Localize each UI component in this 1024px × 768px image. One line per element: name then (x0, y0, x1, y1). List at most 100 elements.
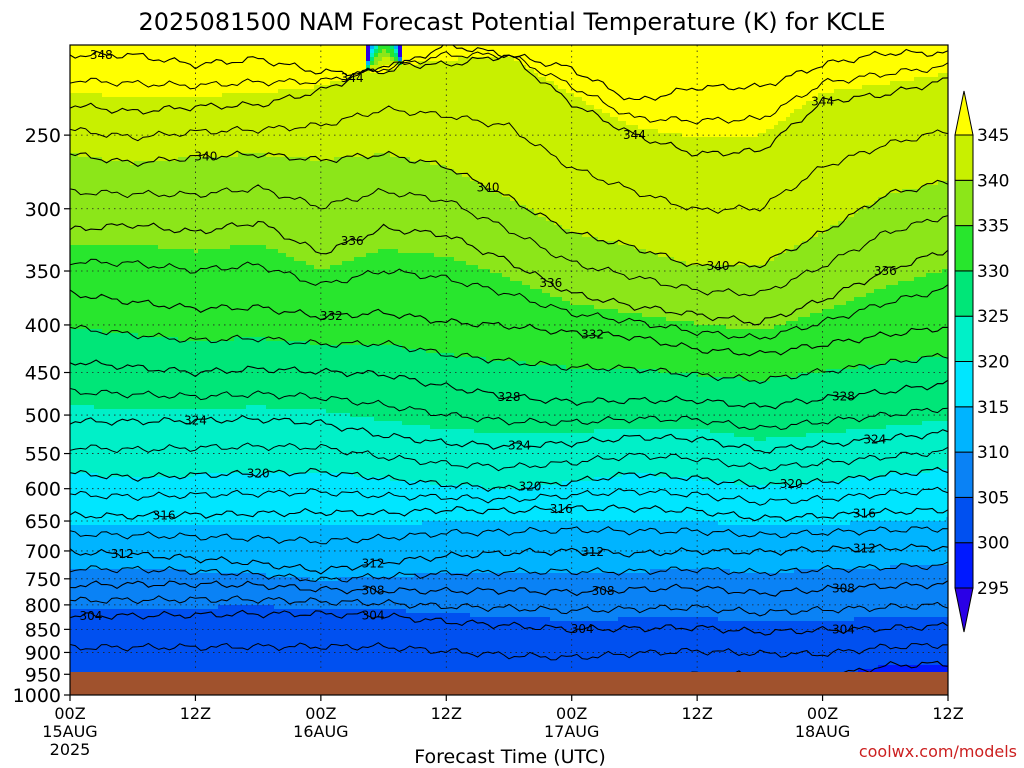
y-tick-label: 350 (25, 261, 61, 283)
y-tick-label: 950 (25, 664, 61, 686)
y-tick-label: 300 (25, 199, 61, 221)
isentrope-316 (70, 504, 948, 522)
y-tick-label: 900 (25, 642, 61, 664)
y-tick-label: 450 (25, 363, 61, 385)
colorbar-segment (954, 451, 974, 498)
y-axis: 2503003504004505005506006507007508008509… (13, 125, 70, 707)
x-tick-label: 12Z (180, 704, 211, 723)
colorbar-segment (954, 179, 974, 227)
isentrope-label: 304 (571, 622, 594, 636)
isentrope-label: 344 (623, 128, 646, 142)
colorbar-label: 335 (977, 217, 1009, 237)
colorbar-top-arrow (954, 90, 974, 136)
isentrope-label: 332 (320, 309, 343, 323)
isentrope-label: 348 (90, 48, 113, 62)
isentrope-minor (70, 442, 948, 472)
chart-title: 2025081500 NAM Forecast Potential Temper… (138, 8, 885, 36)
isentrope-label: 312 (362, 557, 385, 571)
isentrope-320 (70, 466, 948, 492)
colorbar-label: 340 (977, 171, 1009, 191)
isentrope-label: 316 (153, 508, 176, 522)
x-axis-title: Forecast Time (UTC) (414, 746, 605, 768)
isentrope-minor (70, 324, 948, 384)
isentrope-label: 332 (581, 327, 604, 341)
isentrope-312 (70, 543, 948, 575)
y-tick-label: 500 (25, 405, 61, 427)
isentrope-324 (70, 414, 948, 454)
isentrope-label: 316 (550, 502, 573, 516)
isentrope-label: 336 (874, 264, 897, 278)
ground-surface (70, 672, 948, 695)
isentrope-label: 324 (184, 414, 207, 428)
theta-fill-layer (70, 45, 948, 695)
x-tick-label: 12Z (681, 704, 712, 723)
y-tick-label: 400 (25, 315, 61, 337)
isentrope-minor (70, 486, 948, 506)
isentrope-344 (70, 54, 948, 157)
isentrope-label: 304 (79, 609, 102, 623)
isentrope-308 (70, 580, 948, 597)
isentrope-label: 340 (707, 259, 730, 273)
colorbar-label: 295 (977, 579, 1009, 599)
isentrope-minor (70, 105, 948, 214)
isentrope-label: 304 (362, 609, 385, 623)
isentrope-label: 308 (592, 584, 615, 598)
isentrope-label: 312 (111, 547, 134, 561)
x-tick-date: 17AUG (544, 722, 599, 741)
x-tick-label: 12Z (431, 704, 462, 723)
isentrope-332 (70, 289, 948, 357)
colorbar-segment (954, 542, 974, 589)
colorbar-label: 315 (977, 398, 1009, 418)
isentrope-label: 312 (853, 541, 876, 555)
isentrope-minor (70, 561, 948, 583)
colorbar-segment (954, 225, 974, 272)
isentrope-label: 324 (863, 433, 886, 447)
isentrope-label: 328 (832, 389, 855, 403)
colorbar-label: 345 (977, 126, 1009, 146)
colorbar: 295 300 305 310 315 320 325 330 335 340 345 (954, 90, 1009, 633)
isentrope-minor (70, 258, 948, 340)
x-tick-date: 18AUG (795, 722, 850, 741)
isentrope-340 (70, 150, 948, 271)
credit-label: coolwx.com/models (859, 742, 1017, 761)
isentrope-label: 336 (539, 276, 562, 290)
isentrope-minor (70, 184, 948, 297)
colorbar-label: 310 (977, 443, 1009, 463)
x-tick-label: 00Z (556, 704, 587, 723)
isentrope-304 (70, 609, 948, 636)
isentrope-label: 320 (780, 477, 803, 491)
colorbar-label: 300 (977, 534, 1009, 554)
isentrope-label: 328 (498, 390, 521, 404)
colorbar-segment (954, 406, 974, 453)
colorbar-label: 305 (977, 488, 1009, 508)
isentrope-label: 316 (853, 506, 876, 520)
plot-frame (69, 44, 949, 696)
colorbar-label: 330 (977, 262, 1009, 282)
x-tick-label: 00Z (54, 704, 85, 723)
x-tick-date: 15AUG (42, 722, 97, 741)
y-tick-label: 750 (25, 569, 61, 591)
isentrope-label: 340 (477, 181, 500, 195)
y-tick-label: 800 (25, 595, 61, 617)
isentrope-label: 344 (811, 94, 834, 108)
y-tick-label: 550 (25, 444, 61, 466)
isentrope-label: 308 (362, 583, 385, 597)
isentrope-minor (70, 388, 948, 431)
isentrope-label: 320 (518, 479, 541, 493)
colorbar-label: 325 (977, 307, 1009, 327)
isentrope-minor (70, 595, 948, 617)
colorbar-segment (954, 496, 974, 544)
y-tick-label: 850 (25, 619, 61, 641)
y-tick-label: 1000 (13, 685, 61, 707)
x-tick-date: 16AUG (293, 722, 348, 741)
y-tick-label: 250 (25, 125, 61, 147)
isentrope-label: 320 (247, 467, 270, 481)
isentrope-label: 304 (832, 623, 855, 637)
colorbar-segment (954, 134, 974, 181)
x-tick-label: 00Z (305, 704, 336, 723)
y-tick-label: 650 (25, 511, 61, 533)
isentrope-label: 312 (581, 545, 604, 559)
isentrope-328 (70, 359, 948, 410)
